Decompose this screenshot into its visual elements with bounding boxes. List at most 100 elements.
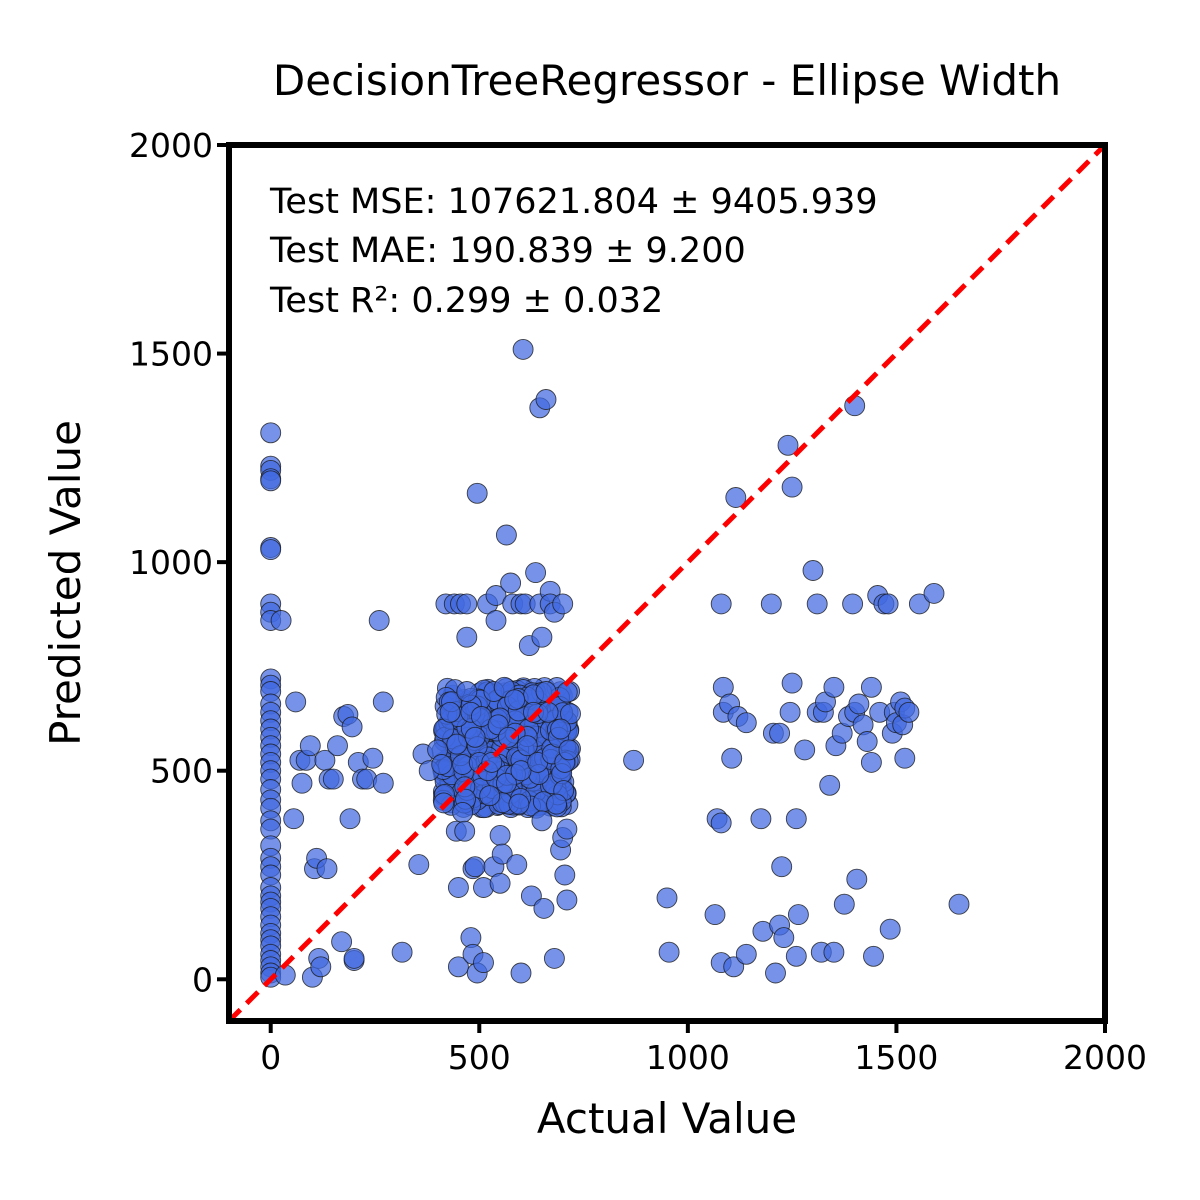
data-point — [785, 808, 807, 830]
data-point — [848, 693, 870, 715]
data-point — [552, 593, 574, 615]
y-axis-label: Predicted Value — [41, 420, 90, 746]
data-point — [464, 856, 486, 878]
data-point — [260, 539, 282, 561]
data-point — [464, 726, 486, 748]
x-axis-label: Actual Value — [537, 1094, 797, 1143]
data-point — [556, 818, 578, 840]
metrics-annotation: Test MSE: 107621.804 ± 9405.939 Test MAE… — [269, 182, 878, 321]
data-point — [833, 893, 855, 915]
data-point — [470, 706, 492, 727]
data-point — [291, 772, 313, 794]
data-point — [372, 691, 394, 713]
data-point — [877, 593, 899, 615]
data-point — [794, 739, 816, 761]
data-point — [466, 482, 488, 504]
data-point — [500, 572, 522, 594]
data-point — [516, 735, 538, 757]
data-point — [765, 962, 786, 984]
data-point — [485, 610, 507, 631]
data-point — [842, 593, 864, 615]
data-point — [506, 854, 528, 876]
points-layer — [260, 338, 970, 988]
data-point — [341, 716, 363, 738]
data-point — [802, 560, 824, 581]
data-point — [785, 945, 807, 967]
data-point — [495, 772, 517, 794]
data-point — [368, 610, 390, 631]
data-point — [658, 941, 680, 963]
data-point — [270, 610, 292, 631]
data-point — [408, 854, 430, 876]
data-point — [362, 747, 384, 769]
data-point — [316, 858, 338, 880]
x-tick-label: 1500 — [854, 1038, 938, 1077]
y-axis-ticks: 0 500 1000 1500 2000 — [129, 126, 229, 999]
data-point — [391, 941, 413, 963]
data-point — [331, 931, 353, 953]
data-point — [543, 947, 565, 969]
data-point — [856, 731, 878, 752]
data-point — [769, 722, 791, 744]
x-axis-ticks: 0 500 1000 1500 2000 — [260, 1021, 1147, 1077]
data-point — [760, 593, 782, 615]
data-point — [343, 947, 365, 969]
data-point — [554, 864, 576, 886]
data-point — [535, 389, 557, 410]
data-point — [863, 945, 884, 967]
data-point — [623, 749, 645, 771]
data-point — [504, 689, 526, 711]
data-point — [531, 810, 553, 832]
data-point — [777, 434, 799, 456]
data-point — [556, 889, 578, 911]
y-tick-label: 0 — [192, 960, 213, 999]
data-point — [898, 701, 920, 723]
data-point — [704, 904, 726, 926]
y-tick-label: 1500 — [129, 335, 213, 374]
data-point — [299, 735, 321, 757]
metric-mae: Test MAE: 190.839 ± 9.200 — [269, 231, 746, 271]
data-point — [339, 808, 361, 830]
data-point — [787, 904, 809, 926]
data-point — [531, 626, 553, 648]
data-point — [823, 941, 845, 963]
data-point — [260, 470, 282, 492]
data-point — [510, 962, 532, 984]
identity-reference-line — [227, 143, 1107, 1023]
data-point — [735, 943, 757, 965]
data-point — [456, 593, 478, 615]
data-point — [710, 812, 732, 834]
data-point — [431, 754, 453, 775]
data-point — [725, 487, 747, 508]
data-point — [656, 887, 678, 909]
data-point — [495, 524, 517, 546]
data-point — [327, 735, 348, 757]
data-point — [489, 872, 511, 894]
data-point — [508, 793, 530, 815]
data-point — [372, 772, 394, 794]
y-tick-label: 2000 — [129, 126, 213, 165]
data-point — [447, 956, 469, 978]
data-point — [533, 897, 555, 919]
y-tick-label: 1000 — [129, 543, 213, 582]
data-point — [473, 952, 494, 974]
data-point — [781, 476, 803, 498]
data-point — [452, 801, 474, 823]
data-point — [285, 691, 307, 713]
data-point — [735, 712, 757, 734]
data-point — [479, 785, 501, 807]
data-point — [779, 701, 801, 723]
data-point — [846, 868, 868, 890]
plot-frame — [226, 142, 1108, 1024]
x-tick-label: 500 — [448, 1038, 511, 1077]
data-point — [948, 893, 970, 915]
metric-r2: Test R²: 0.299 ± 0.032 — [269, 281, 663, 321]
metric-mse: Test MSE: 107621.804 ± 9405.939 — [269, 182, 878, 222]
data-point — [454, 820, 476, 842]
data-point — [860, 676, 882, 698]
data-point — [806, 593, 828, 615]
data-point — [546, 793, 567, 815]
data-point — [560, 703, 581, 725]
data-point — [260, 422, 282, 444]
